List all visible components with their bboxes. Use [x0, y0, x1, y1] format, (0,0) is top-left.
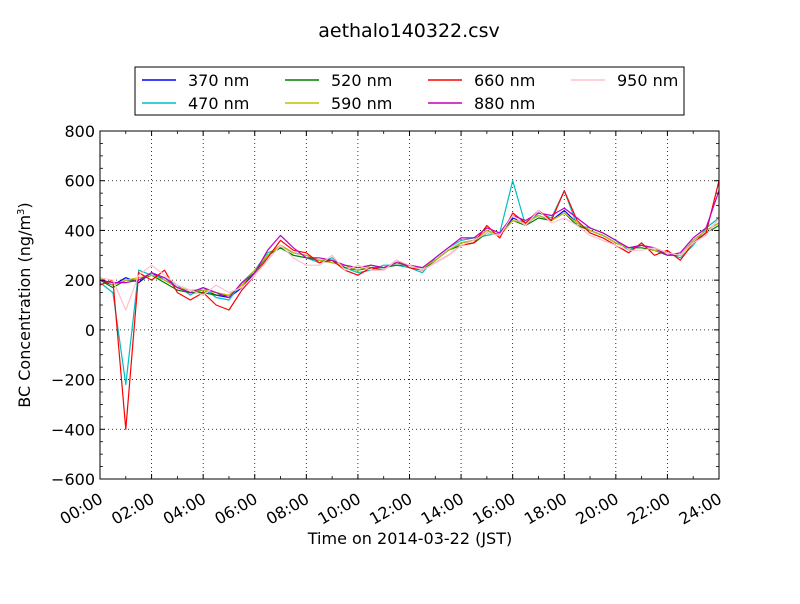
legend-label: 590 nm	[331, 94, 392, 113]
legend-label: 520 nm	[331, 71, 392, 90]
y-tick-label: −600	[51, 470, 95, 489]
y-axis-label: BC Concentration (ng/m3)	[15, 202, 34, 407]
legend-label: 880 nm	[474, 94, 535, 113]
y-tick-label: 200	[64, 271, 95, 290]
series-line	[99, 209, 720, 311]
x-axis-label: Time on 2014-03-22 (JST)	[307, 529, 512, 548]
legend-label: 470 nm	[188, 94, 249, 113]
y-axis-label-superscript: 3	[16, 209, 27, 215]
chart-title: aethalo140322.csv	[318, 20, 500, 42]
legend-label: 660 nm	[474, 71, 535, 90]
y-tick-label: 400	[64, 221, 95, 240]
y-axis-label-close: )	[15, 202, 34, 208]
y-tick-label: 0	[85, 321, 95, 340]
y-tick-label: 600	[64, 172, 95, 191]
legend-box	[134, 66, 685, 116]
y-tick-labels: 800 600 400 200 0 −200 −400 −600	[51, 122, 95, 489]
ticks	[99, 130, 720, 480]
y-tick-label: −200	[51, 371, 95, 390]
y-tick-label: 800	[64, 122, 95, 141]
legend-label: 950 nm	[617, 71, 678, 90]
legend: 370 nm 470 nm 520 nm 590 nm 660 nm 880 nm 950 …	[134, 66, 685, 116]
y-axis-label-main: BC Concentration (ng/m	[15, 215, 34, 408]
series-layer	[99, 180, 720, 430]
y-tick-label: −400	[51, 420, 95, 439]
legend-label: 370 nm	[188, 71, 249, 90]
